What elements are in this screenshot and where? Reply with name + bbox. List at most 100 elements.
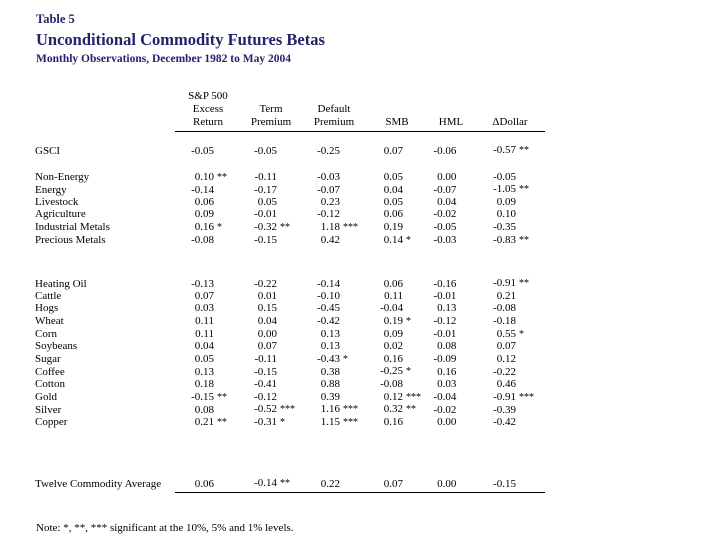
table-row: Sugar 0.05 -0.11 -0.43 * 0.16 -0.09 0.12 — [35, 353, 545, 366]
beta-value: 0.08 — [437, 340, 457, 353]
beta-value: 0.06 — [383, 277, 403, 290]
beta-value: -0.14 — [254, 477, 277, 490]
beta-value: 0.39 — [320, 391, 340, 403]
row-label: Twelve Commodity Average — [35, 477, 162, 490]
value-cell: -0.25 * — [367, 365, 427, 379]
significance-stars: *** — [280, 404, 295, 416]
value-cell: -0.91 ** — [475, 277, 545, 291]
row-label: Copper — [35, 416, 68, 429]
row-label: Corn — [35, 328, 57, 341]
beta-value: 0.12 — [496, 353, 516, 366]
row-label: Heating Oil — [35, 277, 87, 290]
value-cell: 0.04 — [427, 196, 475, 209]
beta-value: -0.01 — [254, 208, 277, 221]
significance-stars: *** — [343, 404, 358, 416]
value-cell: -0.42 — [475, 416, 545, 429]
value-cell: 0.16 — [367, 353, 427, 366]
beta-value: -0.52 — [254, 403, 277, 416]
value-cell: 0.05 — [175, 353, 241, 366]
beta-value: 0.10 — [194, 170, 214, 183]
value-cell: -0.08 — [475, 302, 545, 315]
value-cell: -0.08 — [175, 234, 241, 247]
beta-value: -0.09 — [433, 353, 457, 366]
value-cell: 0.09 — [475, 196, 545, 209]
value-cell: 0.00 — [427, 171, 475, 184]
value-cell: -0.31 * — [241, 416, 301, 430]
value-cell: 1.16 *** — [301, 403, 367, 417]
value-cell: -0.04 — [427, 391, 475, 404]
beta-value: 0.03 — [437, 377, 457, 390]
value-cell: 0.13 — [427, 302, 475, 315]
value-cell: 0.07 — [241, 340, 301, 353]
value-cell: -0.14 ** — [241, 477, 301, 491]
value-cell: 0.07 — [367, 478, 427, 491]
beta-value: 0.09 — [194, 208, 214, 221]
significance-stars: *** — [519, 391, 534, 403]
value-cell: 0.04 — [367, 184, 427, 197]
value-cell: -0.42 — [301, 315, 367, 328]
column-header-hml: HML — [427, 116, 475, 129]
beta-value: 0.19 — [383, 221, 403, 234]
value-cell: 0.05 — [367, 196, 427, 209]
row-label: Soybeans — [35, 340, 78, 353]
beta-value: 0.07 — [257, 340, 277, 353]
value-cell: 0.06 — [367, 208, 427, 221]
beta-value: -0.08 — [191, 234, 214, 247]
beta-value: -0.14 — [191, 183, 214, 196]
column-header-line: Excess — [192, 103, 224, 115]
title-block: Table 5 Unconditional Commodity Futures … — [36, 12, 325, 65]
value-cell: 0.11 — [367, 290, 427, 303]
column-header-sp500-excess-return: S&P 500 Excess Return — [175, 90, 241, 129]
value-cell: -0.22 — [241, 278, 301, 291]
beta-value: 0.05 — [383, 171, 403, 184]
value-cell: 0.32 ** — [367, 403, 427, 417]
value-cell: -0.10 — [301, 290, 367, 303]
table-row: Agriculture 0.09 -0.01 -0.12 0.06 -0.02 0.10 — [35, 208, 545, 221]
value-cell: -0.02 — [427, 208, 475, 221]
beta-value: 0.23 — [320, 195, 340, 208]
value-cell: 0.06 — [367, 278, 427, 291]
beta-value: 0.18 — [194, 377, 214, 390]
value-cell: -0.45 — [301, 302, 367, 315]
column-header-term-premium: Term Premium — [241, 103, 301, 129]
significance-stars: * — [343, 353, 348, 365]
beta-value: 0.04 — [383, 183, 403, 196]
row-group: GSCI -0.05 -0.05 -0.25 0.07 -0.06 -0.57 ** — [35, 144, 545, 157]
beta-value: -1.05 — [493, 183, 516, 196]
row-group: Heating Oil -0.13 -0.22 -0.14 0.06 -0.16 -0.91… — [35, 277, 545, 428]
significance-stars: * — [280, 416, 285, 428]
beta-value: 0.16 — [383, 416, 403, 429]
beta-value: 0.05 — [383, 195, 403, 208]
value-cell: 0.02 — [367, 340, 427, 353]
significance-stars: *** — [343, 221, 358, 233]
beta-value: 0.10 — [496, 208, 516, 221]
beta-value: 0.38 — [320, 365, 340, 378]
significance-stars: * — [406, 366, 411, 378]
value-cell: 0.04 — [241, 315, 301, 328]
beta-value: -0.91 — [493, 390, 516, 403]
row-group: Non-Energy 0.10 ** -0.11 -0.03 0.05 0.00 -0.05 E… — [35, 171, 545, 247]
beta-value: -0.15 — [254, 234, 277, 247]
beta-value: 0.11 — [384, 289, 403, 302]
beta-value: 0.13 — [320, 340, 340, 353]
beta-value: 0.42 — [320, 234, 340, 247]
value-cell: 0.05 — [367, 171, 427, 184]
beta-value: -0.45 — [317, 302, 340, 315]
value-cell: -0.39 — [475, 404, 545, 417]
beta-value: -0.32 — [254, 220, 277, 233]
page-title: Unconditional Commodity Futures Betas — [36, 30, 325, 49]
table-header-row: S&P 500 Excess Return Term Premium Default Pre… — [35, 90, 545, 129]
table-row: Twelve Commodity Average 0.06 -0.14 ** 0.22 0… — [35, 477, 545, 490]
table-row: Silver 0.08 -0.52 *** 1.16 *** 0.32 ** -0.02 -0.3… — [35, 403, 545, 416]
significance-note: Note: *, **, *** significant at the 10%,… — [36, 522, 294, 534]
beta-value: -0.15 — [493, 477, 516, 490]
beta-value: 0.04 — [257, 315, 277, 328]
beta-value: -0.12 — [317, 208, 340, 221]
beta-value: -0.35 — [493, 221, 516, 234]
bottom-rule — [175, 491, 545, 493]
value-cell: -0.05 — [241, 145, 301, 158]
beta-value: -0.10 — [317, 289, 340, 302]
value-cell: -0.03 — [301, 171, 367, 184]
beta-value: 0.11 — [195, 328, 214, 341]
row-label: Livestock — [35, 195, 79, 208]
